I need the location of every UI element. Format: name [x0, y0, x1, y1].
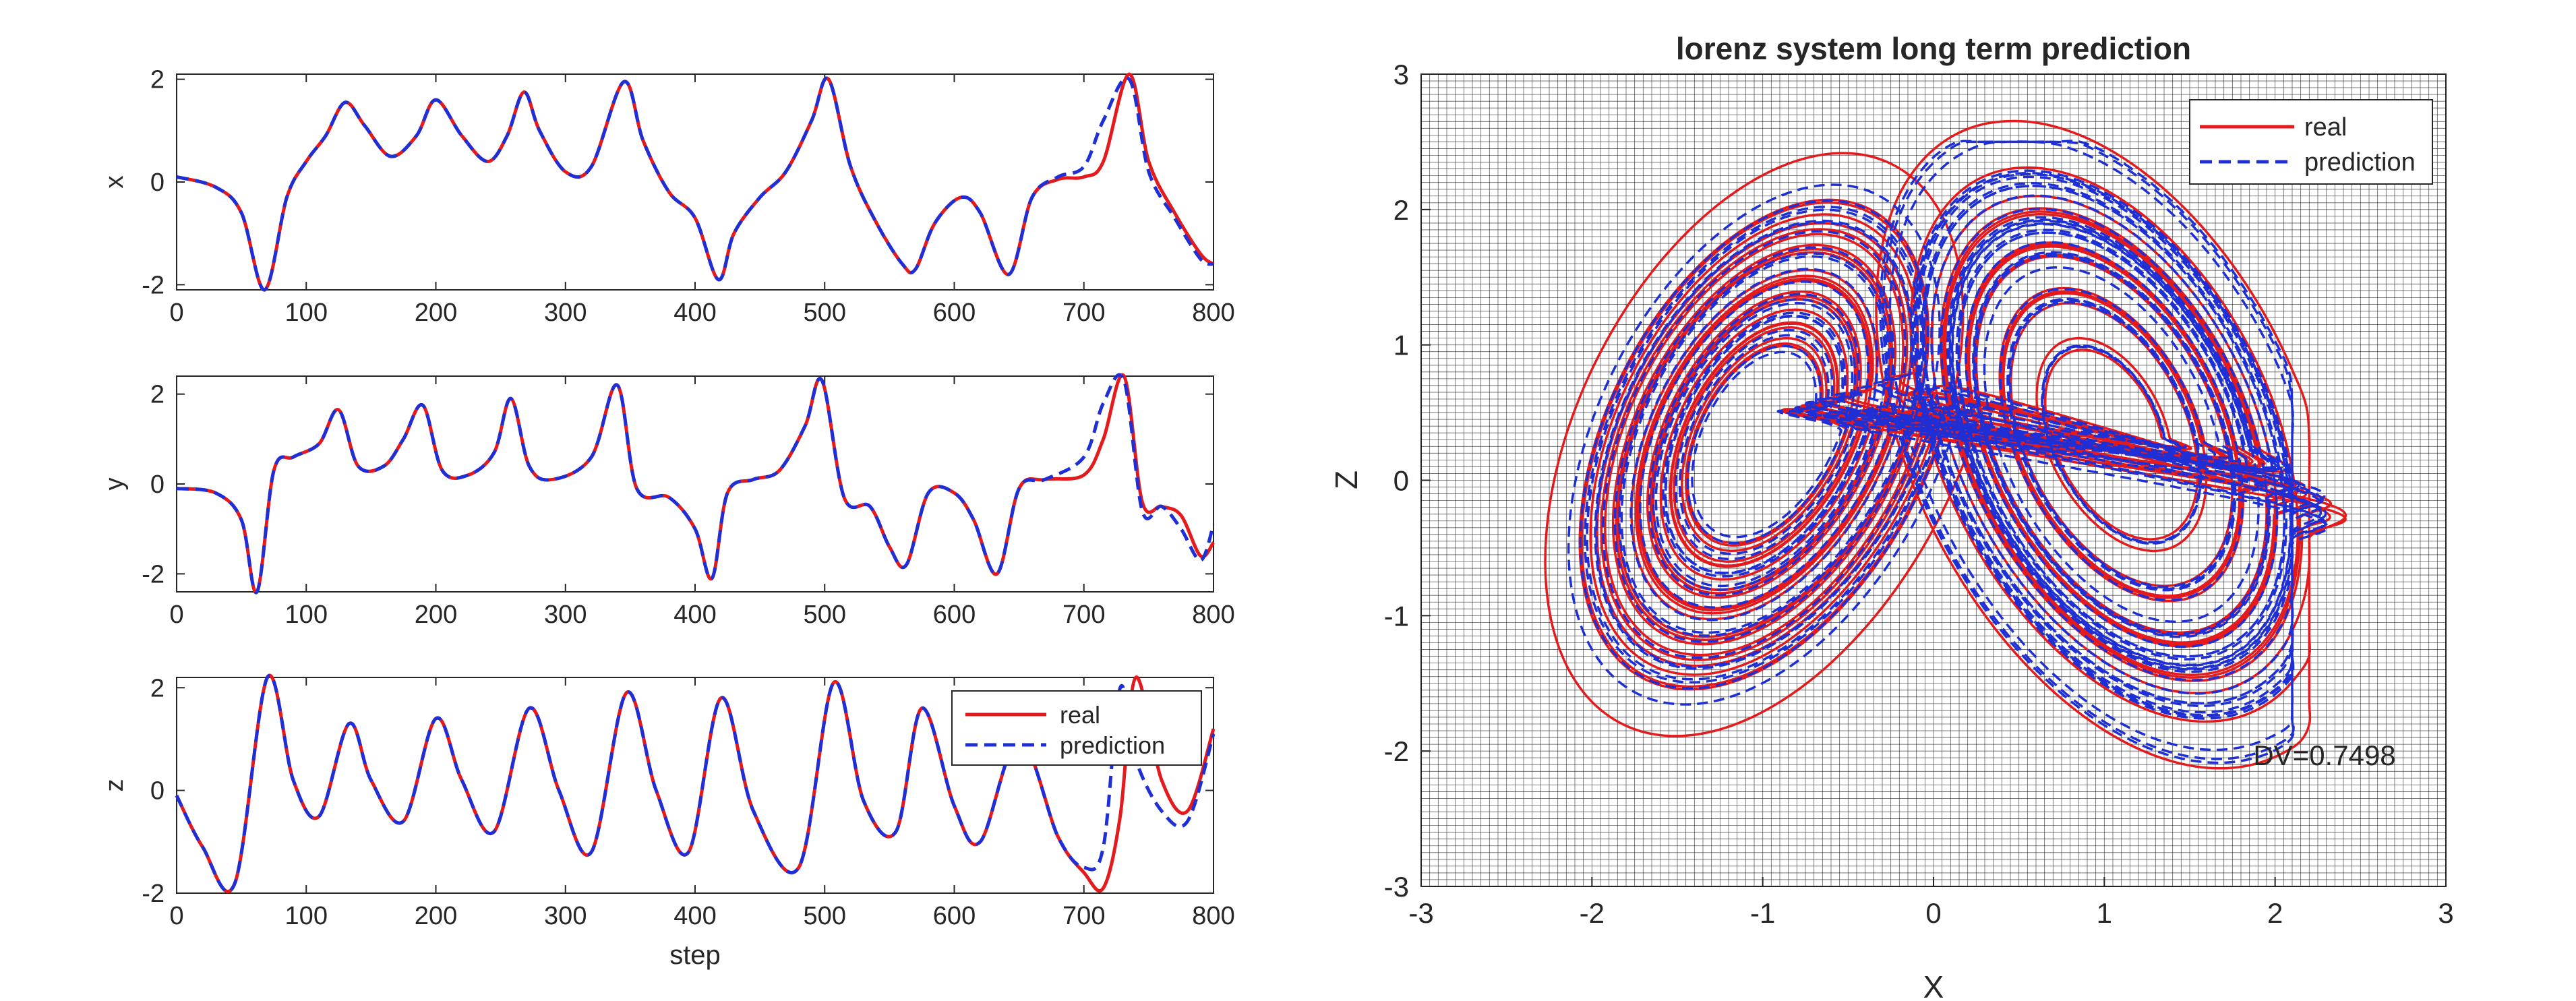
- phase-xtick-label: 3: [2438, 897, 2453, 929]
- xtick-label: 0: [169, 902, 183, 930]
- x-panel-axes: [176, 73, 1214, 291]
- y-panel: 0 100 200 300 400 500 600 700 800-202 y: [100, 373, 1235, 629]
- ytick-label: -2: [142, 880, 164, 908]
- phase-xtick-label: -3: [1408, 897, 1433, 929]
- ytick-label: 0: [150, 169, 164, 197]
- x-panel-prediction-line: [176, 76, 1214, 292]
- phase-ytick-label: -3: [1384, 871, 1409, 903]
- ytick-label: -2: [142, 271, 164, 299]
- phase-legend-prediction-label: prediction: [2304, 148, 2416, 177]
- xtick-label: 700: [1062, 601, 1105, 629]
- z-panel-ylabel: z: [100, 779, 129, 792]
- xtick-label: 500: [804, 601, 846, 629]
- ytick-label: 2: [150, 66, 164, 94]
- xtick-label: 800: [1192, 601, 1234, 629]
- z-panel-ticks: 0 100 200 300 400 500 600 700 800-202: [142, 674, 1235, 930]
- y-panel-axes: [176, 375, 1214, 593]
- phase-ytick-label: 2: [1394, 194, 1409, 226]
- xtick-label: 200: [415, 299, 457, 327]
- xtick-label: 300: [544, 902, 587, 930]
- phase-xtick-label: 1: [2097, 897, 2112, 929]
- phase-panel: lorenz system long term prediction -3 -2-…: [1329, 31, 2454, 1001]
- xtick-label: 0: [169, 299, 183, 327]
- x-panel-ticks: 0 100 200 300 400 500 600 700 800-202: [142, 66, 1235, 327]
- z-panel-xlabel: step: [669, 940, 721, 970]
- y-panel-ylabel: y: [100, 478, 129, 491]
- ytick-label: 2: [150, 381, 164, 409]
- xtick-label: 400: [673, 299, 716, 327]
- phase-ytick-label: 1: [1394, 330, 1409, 361]
- x-panel-ylabel: x: [100, 176, 129, 189]
- phase-legend-real-label: real: [2304, 113, 2347, 142]
- phase-ytick-label: 0: [1394, 465, 1409, 497]
- z-legend-real-label: real: [1060, 701, 1100, 729]
- xtick-label: 0: [169, 601, 183, 629]
- z-panel-prediction-line: [175, 673, 1216, 893]
- xtick-label: 500: [804, 902, 846, 930]
- phase-xtick-label: -2: [1580, 897, 1605, 929]
- z-panel-legend-box: [951, 690, 1202, 766]
- xtick-label: 800: [1192, 299, 1234, 327]
- ytick-label: 0: [150, 777, 164, 806]
- ytick-label: 0: [150, 471, 164, 499]
- phase-legend-box: [2189, 99, 2433, 185]
- xtick-label: 700: [1062, 902, 1105, 930]
- xtick-label: 100: [285, 902, 328, 930]
- phase-ylabel: Z: [1329, 471, 1364, 489]
- x-panel: 0 100 200 300 400 500 600 700 800-202 x: [100, 66, 1235, 327]
- xtick-label: 500: [804, 299, 846, 327]
- ytick-label: 2: [150, 674, 164, 702]
- xtick-label: 200: [415, 902, 457, 930]
- xtick-label: 300: [544, 601, 587, 629]
- phase-xtick-label: -1: [1750, 897, 1775, 929]
- xtick-label: 600: [933, 299, 976, 327]
- xtick-label: 700: [1062, 299, 1105, 327]
- z-panel: 0 100 200 300 400 500 600 700 800-202 z step rea…: [100, 673, 1235, 970]
- y-panel-ticks: 0 100 200 300 400 500 600 700 800-202: [142, 376, 1235, 629]
- phase-xtick-label: 0: [1925, 897, 1941, 929]
- xtick-label: 300: [544, 299, 587, 327]
- phase-ticks: -3 -2 -1 0 1 2 3 -3 -2 -1 0 1 2 3: [1384, 59, 2454, 929]
- phase-annotation-dv: DV=0.7498: [2253, 739, 2395, 771]
- phase-ytick-label: -1: [1384, 600, 1409, 632]
- xtick-label: 600: [933, 601, 976, 629]
- phase-title: lorenz system long term prediction: [1676, 31, 2191, 66]
- xtick-label: 200: [415, 601, 457, 629]
- phase-ytick-label: 3: [1394, 59, 1409, 90]
- phase-attractor-prediction: [1567, 140, 2329, 764]
- xtick-label: 100: [285, 601, 328, 629]
- xtick-label: 400: [673, 902, 716, 930]
- z-panel-legend: real prediction: [951, 690, 1202, 766]
- ytick-label: -2: [142, 560, 164, 588]
- phase-prediction-trajectory: [1567, 140, 2329, 764]
- phase-ytick-label: -2: [1384, 735, 1409, 767]
- phase-xtick-label: 2: [2267, 897, 2283, 929]
- xtick-label: 100: [285, 299, 328, 327]
- xtick-label: 600: [933, 902, 976, 930]
- z-legend-prediction-label: prediction: [1060, 731, 1165, 759]
- phase-xlabel: X: [1923, 969, 1944, 1001]
- xtick-label: 400: [673, 601, 716, 629]
- y-panel-prediction-line: [176, 373, 1216, 595]
- xtick-label: 800: [1192, 902, 1234, 930]
- phase-legend: real prediction: [2189, 99, 2433, 185]
